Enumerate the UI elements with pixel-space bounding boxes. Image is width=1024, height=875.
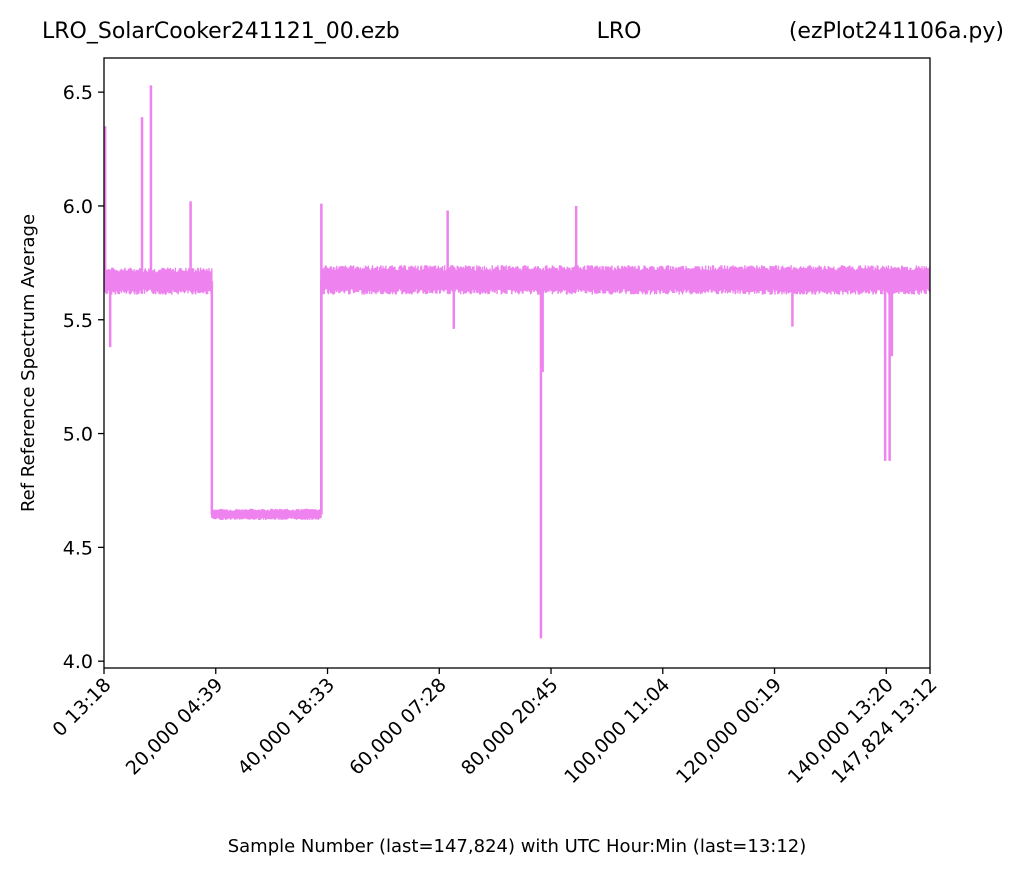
x-tick-label: 60,000 07:28: [345, 674, 451, 780]
y-tick-label: 5.0: [63, 424, 93, 446]
chart-title-center: LRO: [597, 19, 642, 44]
y-tick-label: 4.0: [63, 651, 93, 673]
chart-title-right: (ezPlot241106a.py): [789, 19, 1004, 44]
x-axis: 0 13:18 20,000 04:39 40,000 18:33 60,000 07…: [48, 668, 942, 788]
chart-title-left: LRO_SolarCooker241121_00.ezb: [42, 19, 400, 44]
x-tick-label: 40,000 18:33: [233, 674, 339, 780]
y-axis-label: Ref Reference Spectrum Average: [18, 214, 39, 512]
x-tick-label: 0 13:18: [48, 674, 115, 741]
y-tick-label: 4.5: [63, 537, 93, 559]
y-axis: 4.0 4.5 5.0 5.5 6.0 6.5: [63, 82, 104, 673]
series-band: [211, 508, 322, 520]
y-tick-label: 6.0: [63, 196, 93, 218]
x-tick-label: 120,000 00:19: [672, 674, 786, 788]
plot-frame: [103, 57, 931, 669]
series-band: [104, 267, 213, 295]
series-line: [104, 85, 930, 639]
plot-area: [103, 57, 931, 669]
x-tick-label: 20,000 04:39: [122, 674, 228, 780]
x-tick-label: 100,000 11:04: [560, 674, 674, 788]
x-axis-label: Sample Number (last=147,824) with UTC Ho…: [228, 836, 807, 857]
x-tick-label: 80,000 20:45: [457, 674, 563, 780]
series-band: [320, 265, 930, 295]
y-tick-label: 5.5: [63, 310, 93, 332]
y-tick-label: 6.5: [63, 82, 93, 104]
